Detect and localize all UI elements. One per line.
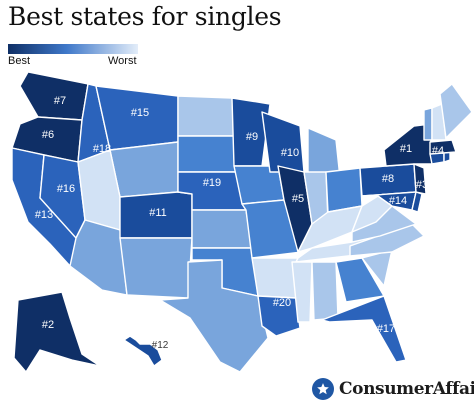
star-badge-icon: [312, 378, 334, 400]
rank-label-minnesota: #9: [246, 131, 258, 143]
state-new-jersey: [413, 163, 427, 195]
map-title: Best states for singles: [8, 2, 282, 31]
legend-color-bar: [8, 44, 138, 54]
state-missouri: [241, 199, 303, 259]
rank-label-oregon: #6: [42, 129, 54, 141]
rank-label-colorado: #11: [149, 207, 167, 219]
rank-label-louisiana: #20: [273, 297, 291, 309]
rank-label-nevada: #16: [57, 183, 75, 195]
state-shapes: [11, 71, 473, 373]
state-texas: [159, 259, 269, 373]
rank-label-florida: #17: [377, 323, 395, 335]
legend-best-label: Best: [8, 55, 31, 67]
state-ohio: [325, 167, 363, 213]
rank-labels: #1 #2 #3 #4 #5 #6 #7 #8 #9 #10 #11 #12 #13 #14 #15 #16 #…: [35, 95, 444, 351]
state-alabama: [311, 261, 339, 321]
state-arkansas: [251, 257, 299, 299]
rank-label-new-jersey: #3: [416, 179, 428, 191]
rank-label-illinois: #5: [292, 193, 304, 205]
rank-label-new-york: #1: [400, 143, 412, 155]
rank-label-hawaii: #12: [152, 340, 169, 351]
rank-label-massachusetts: #4: [432, 145, 444, 157]
state-florida: [321, 295, 407, 363]
state-west-virginia: [351, 195, 393, 233]
rank-label-california: #13: [35, 209, 53, 221]
state-wyoming: [109, 141, 179, 198]
state-hawaii: [123, 335, 163, 367]
rank-label-wisconsin: #10: [281, 147, 299, 159]
rank-label-nebraska: #19: [203, 177, 221, 189]
state-louisiana: [257, 295, 301, 337]
state-wisconsin: [261, 111, 305, 173]
legend-worst-label: Worst: [108, 55, 137, 67]
state-new-mexico: [119, 237, 193, 299]
rank-label-maryland: #14: [389, 195, 407, 207]
state-maine: [439, 83, 473, 139]
state-mississippi: [291, 261, 313, 323]
consumeraffairs-logo: ConsumerAffairs: [312, 376, 474, 402]
rank-label-idaho: #18: [93, 143, 111, 155]
state-maryland: [361, 191, 417, 211]
rank-label-pennsylvania: #8: [382, 173, 394, 185]
state-kansas: [191, 209, 253, 249]
rank-label-washington: #7: [54, 95, 66, 107]
rank-label-montana: #15: [131, 107, 149, 119]
state-alaska: [13, 291, 101, 373]
state-south-dakota: [177, 135, 237, 173]
brand-name: ConsumerAffairs: [339, 379, 474, 399]
state-vermont: [423, 107, 433, 141]
state-north-dakota: [177, 95, 235, 137]
rank-label-alaska: #2: [42, 319, 54, 331]
